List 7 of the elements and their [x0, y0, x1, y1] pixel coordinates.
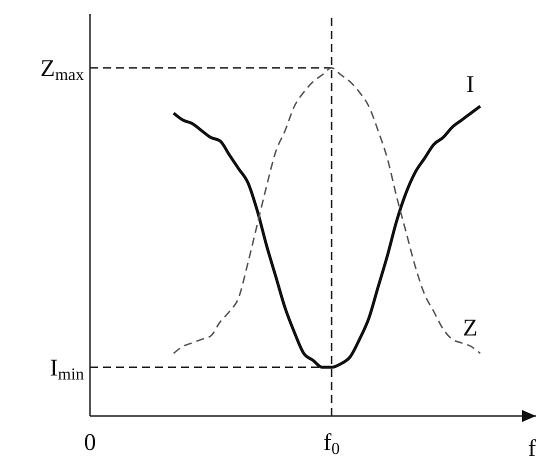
- series-label: Z: [462, 315, 478, 342]
- ref-line-label: Z$_{max}$: [40, 56, 85, 84]
- x-tick-label: f$_{0}$: [323, 430, 340, 458]
- x-tick-label: 0: [84, 430, 96, 456]
- ref-line-label: I$_{min}$: [50, 355, 85, 384]
- x-axis-title: f: [528, 436, 536, 462]
- series-label: I: [466, 72, 474, 98]
